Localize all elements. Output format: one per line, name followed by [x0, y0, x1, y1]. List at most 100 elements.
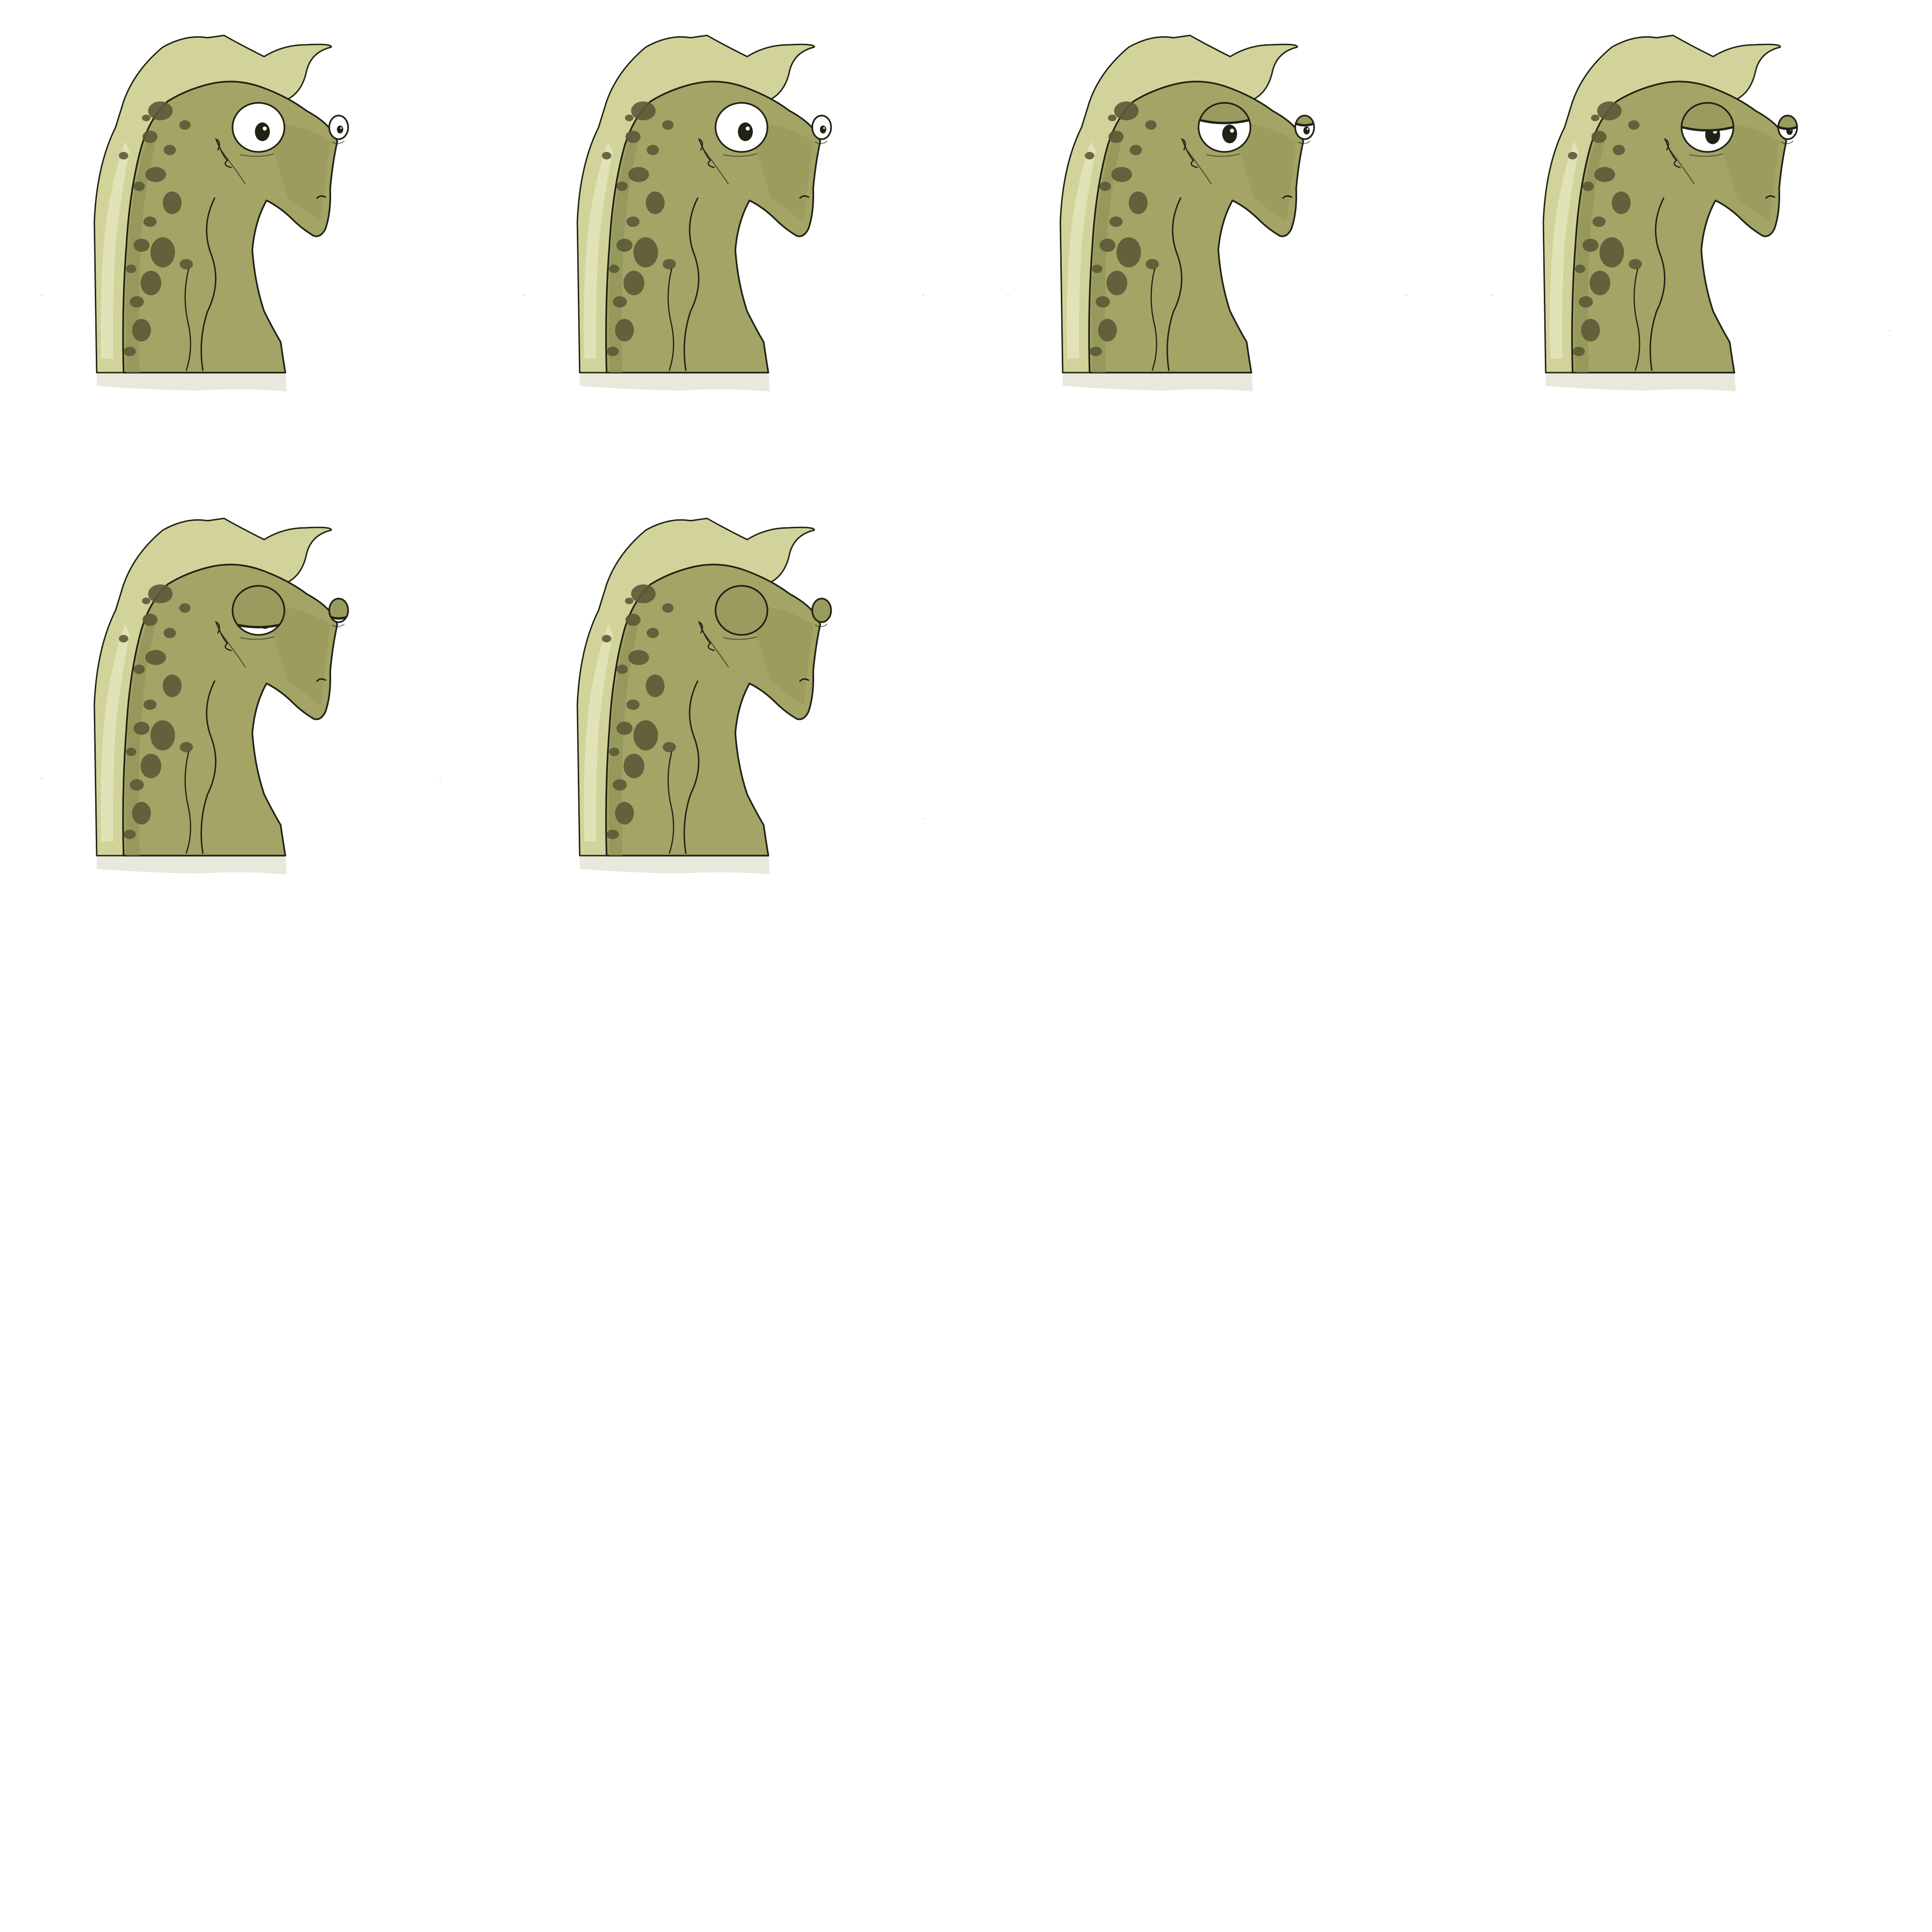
skin-spot — [609, 748, 619, 756]
eye-pupil — [255, 122, 270, 142]
dinosaur-head — [605, 81, 821, 374]
skin-spot — [607, 830, 619, 839]
eye-outline — [811, 115, 832, 140]
skin-spot — [615, 802, 634, 824]
skin-spot — [164, 145, 176, 155]
cheek-wrinkle — [698, 138, 715, 168]
neck-fold-line — [667, 751, 675, 854]
under-eye-line — [1689, 153, 1724, 157]
eye-pupil — [1303, 126, 1310, 135]
dinosaur-head-eyes-closed — [576, 517, 832, 874]
nostril-icon — [1765, 195, 1775, 199]
cheek-wrinkle — [698, 621, 715, 651]
skin-spot — [1129, 192, 1148, 214]
skin-spot — [1579, 296, 1593, 308]
skin-spot — [179, 603, 191, 613]
nostril-icon — [316, 195, 326, 199]
skin-spot — [1098, 319, 1117, 341]
neck-shadow — [1574, 134, 1605, 373]
dinosaur-head — [122, 564, 338, 857]
neck-shadow — [125, 617, 156, 856]
dinosaur-head-eyes-half-lidded — [1059, 34, 1315, 391]
skin-spot — [613, 296, 627, 308]
dinosaur-head-eyes-nearly-closed — [93, 517, 349, 874]
sprite-frame-3-eyes-half-lidded — [966, 0, 1449, 483]
skin-spot — [143, 217, 157, 227]
eyelid — [716, 586, 767, 635]
stray-speck — [439, 778, 441, 779]
skin-spot — [625, 115, 633, 121]
under-eye-line — [815, 141, 828, 144]
skin-spot — [1085, 152, 1094, 159]
skin-spot — [148, 101, 173, 120]
far-eye-icon — [1294, 115, 1315, 144]
skin-spot — [633, 720, 658, 750]
skin-spot — [1092, 265, 1102, 273]
near-eye-icon — [1198, 102, 1251, 157]
skin-spot — [150, 720, 175, 750]
skin-spot — [1581, 319, 1600, 341]
skin-spot — [1096, 296, 1110, 308]
nostril-icon — [799, 678, 809, 682]
stray-speck — [1491, 295, 1492, 296]
skin-spot — [1591, 115, 1599, 121]
skin-spot — [631, 584, 656, 603]
skin-spot — [119, 635, 128, 642]
stray-speck — [524, 295, 525, 296]
eye-outline — [232, 585, 285, 636]
skin-spot — [143, 700, 157, 710]
skin-spot — [1612, 192, 1631, 214]
neck-shadow — [1091, 134, 1122, 373]
eye-outline — [715, 102, 768, 153]
skin-spot — [119, 152, 128, 159]
eye-glint — [340, 127, 342, 129]
neck-fold-line — [1166, 197, 1183, 371]
dinosaur-head — [1088, 81, 1304, 374]
skin-spot — [1099, 182, 1111, 191]
skin-spot — [609, 265, 619, 273]
skin-spot — [662, 603, 674, 613]
eye-outline — [715, 585, 768, 636]
skin-spot — [1599, 237, 1624, 267]
skin-spot — [624, 754, 644, 778]
nostril-icon — [1282, 195, 1292, 199]
frill-highlight — [100, 625, 130, 841]
skin-spot — [130, 779, 144, 791]
eyelid-edge — [1295, 123, 1314, 127]
skin-spot — [1582, 182, 1594, 191]
skin-spot — [1099, 239, 1116, 252]
skin-spot — [616, 722, 633, 735]
skin-spot — [1130, 145, 1142, 155]
stray-speck — [41, 295, 42, 296]
nostril-icon — [316, 678, 326, 682]
skin-spot — [180, 742, 193, 752]
eye-glint — [262, 126, 267, 131]
neck-fold-line — [184, 268, 192, 371]
neck-shadow — [608, 134, 639, 373]
sprite-frame-5-eyes-nearly-closed — [0, 483, 483, 966]
eye-glint — [823, 127, 825, 129]
neck-fold-line — [667, 268, 675, 371]
neck-fold-line — [200, 680, 217, 854]
skin-spot — [141, 271, 161, 295]
skin-spot — [607, 347, 619, 356]
skin-spot — [150, 237, 175, 267]
skin-spot — [647, 145, 659, 155]
near-eye-icon — [1681, 102, 1734, 157]
under-eye-line — [815, 624, 828, 627]
frill-highlight — [583, 142, 613, 358]
skin-spot — [1590, 271, 1610, 295]
neck-fold-line — [184, 751, 192, 854]
skin-spot — [142, 598, 150, 604]
skin-spot — [1114, 101, 1139, 120]
skin-spot — [613, 779, 627, 791]
skin-spot — [1109, 217, 1123, 227]
skin-spot — [1591, 131, 1607, 143]
eyelid-edge — [1682, 126, 1733, 132]
jaw-line — [704, 633, 729, 667]
eyelid — [1682, 103, 1733, 131]
skin-spot — [646, 192, 665, 214]
skin-spot — [163, 192, 182, 214]
eye-glint — [1230, 128, 1234, 133]
